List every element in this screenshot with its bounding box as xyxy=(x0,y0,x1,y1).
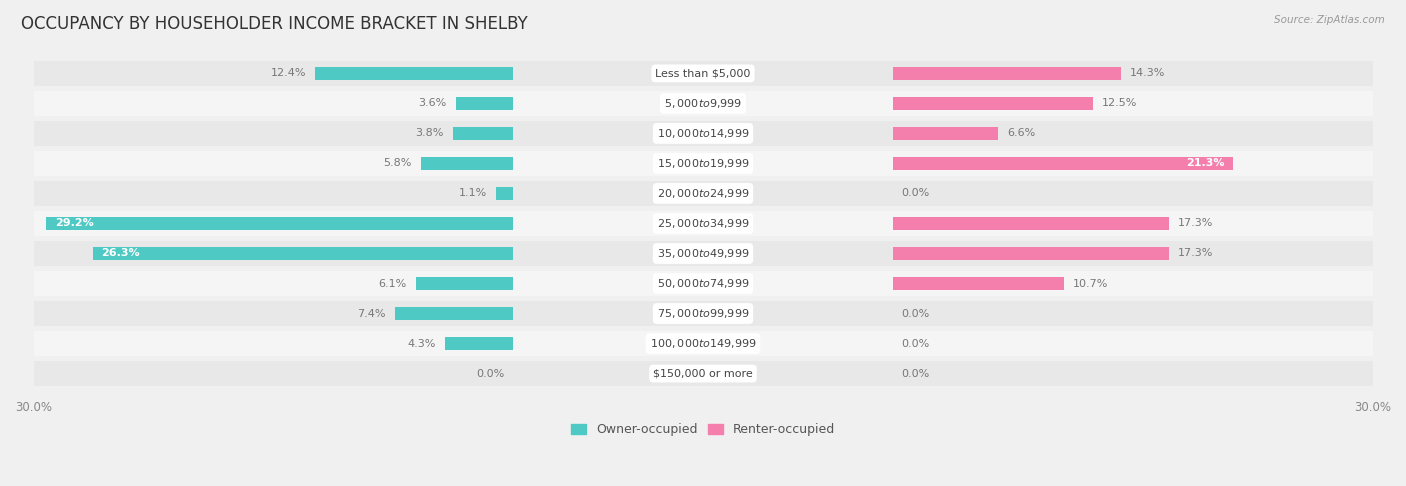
Text: $25,000 to $34,999: $25,000 to $34,999 xyxy=(657,217,749,230)
Bar xyxy=(34,271,1372,296)
Bar xyxy=(46,217,513,230)
Text: $50,000 to $74,999: $50,000 to $74,999 xyxy=(657,277,749,290)
Bar xyxy=(34,91,1372,116)
Text: Less than $5,000: Less than $5,000 xyxy=(655,69,751,78)
Text: 6.6%: 6.6% xyxy=(1007,128,1035,139)
Bar xyxy=(34,301,1372,326)
Bar xyxy=(416,277,513,290)
Text: $75,000 to $99,999: $75,000 to $99,999 xyxy=(657,307,749,320)
Text: $15,000 to $19,999: $15,000 to $19,999 xyxy=(657,157,749,170)
Bar xyxy=(34,181,1372,206)
Bar xyxy=(893,277,1064,290)
Bar xyxy=(420,157,513,170)
Bar xyxy=(456,97,513,110)
Text: $20,000 to $24,999: $20,000 to $24,999 xyxy=(657,187,749,200)
Text: $150,000 or more: $150,000 or more xyxy=(654,368,752,379)
Bar xyxy=(444,337,513,350)
Text: 21.3%: 21.3% xyxy=(1185,158,1225,169)
Bar xyxy=(34,361,1372,386)
Bar xyxy=(34,211,1372,236)
Text: 0.0%: 0.0% xyxy=(901,368,929,379)
Text: 0.0%: 0.0% xyxy=(901,309,929,318)
Text: 17.3%: 17.3% xyxy=(1178,219,1213,228)
Text: 4.3%: 4.3% xyxy=(408,339,436,348)
Text: 3.8%: 3.8% xyxy=(415,128,444,139)
Bar xyxy=(34,241,1372,266)
Bar xyxy=(496,187,513,200)
Text: Source: ZipAtlas.com: Source: ZipAtlas.com xyxy=(1274,15,1385,25)
Text: 26.3%: 26.3% xyxy=(101,248,141,259)
Legend: Owner-occupied, Renter-occupied: Owner-occupied, Renter-occupied xyxy=(567,418,839,441)
Text: 0.0%: 0.0% xyxy=(477,368,505,379)
Text: OCCUPANCY BY HOUSEHOLDER INCOME BRACKET IN SHELBY: OCCUPANCY BY HOUSEHOLDER INCOME BRACKET … xyxy=(21,15,527,33)
Text: $100,000 to $149,999: $100,000 to $149,999 xyxy=(650,337,756,350)
Text: 0.0%: 0.0% xyxy=(901,189,929,198)
Text: $35,000 to $49,999: $35,000 to $49,999 xyxy=(657,247,749,260)
Bar xyxy=(893,67,1122,80)
Bar xyxy=(453,127,513,140)
Text: 5.8%: 5.8% xyxy=(384,158,412,169)
Text: 7.4%: 7.4% xyxy=(357,309,387,318)
Bar xyxy=(395,307,513,320)
Bar xyxy=(893,97,1092,110)
Text: 6.1%: 6.1% xyxy=(378,278,406,289)
Text: 1.1%: 1.1% xyxy=(458,189,486,198)
Text: 17.3%: 17.3% xyxy=(1178,248,1213,259)
Bar xyxy=(34,121,1372,146)
Bar xyxy=(893,247,1170,260)
Bar xyxy=(34,151,1372,176)
Text: 12.5%: 12.5% xyxy=(1101,98,1137,108)
Text: $5,000 to $9,999: $5,000 to $9,999 xyxy=(664,97,742,110)
Bar xyxy=(893,127,998,140)
Text: $10,000 to $14,999: $10,000 to $14,999 xyxy=(657,127,749,140)
Bar xyxy=(34,331,1372,356)
Text: 0.0%: 0.0% xyxy=(901,339,929,348)
Bar xyxy=(893,157,1233,170)
Bar xyxy=(893,217,1170,230)
Text: 10.7%: 10.7% xyxy=(1073,278,1108,289)
Bar xyxy=(93,247,513,260)
Bar xyxy=(315,67,513,80)
Text: 3.6%: 3.6% xyxy=(419,98,447,108)
Text: 12.4%: 12.4% xyxy=(270,69,307,78)
Text: 14.3%: 14.3% xyxy=(1130,69,1166,78)
Bar xyxy=(34,61,1372,86)
Text: 29.2%: 29.2% xyxy=(55,219,94,228)
